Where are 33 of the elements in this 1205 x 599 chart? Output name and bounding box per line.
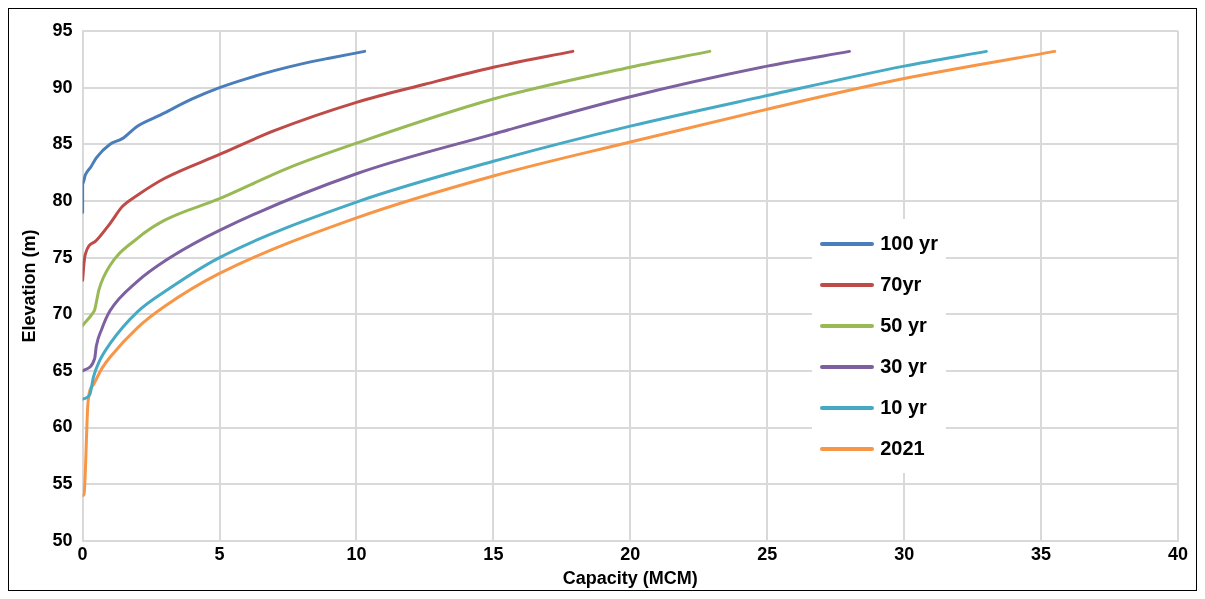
y-axis-title: Elevation (m) — [18, 229, 39, 343]
line-series — [82, 49, 851, 373]
y-tick-label: 80 — [52, 189, 73, 210]
x-tick-label: 10 — [346, 543, 367, 564]
legend-label: 30 yr — [880, 355, 927, 378]
line-series — [82, 49, 1057, 497]
legend-label: 10 yr — [880, 396, 927, 419]
line-series — [82, 49, 988, 401]
legend-label: 2021 — [880, 437, 925, 460]
legend-label: 70yr — [880, 273, 922, 296]
y-tick-label: 95 — [52, 19, 73, 40]
x-tick-label: 0 — [77, 543, 88, 564]
x-tick-label: 15 — [483, 543, 504, 564]
y-tick-label: 85 — [52, 133, 73, 154]
x-tick-label: 40 — [1167, 543, 1189, 564]
x-tick-label: 5 — [214, 543, 225, 564]
legend-label: 50 yr — [880, 314, 927, 337]
x-tick-label: 30 — [894, 543, 915, 564]
y-tick-label: 65 — [52, 359, 73, 380]
x-tick-label: 35 — [1031, 543, 1052, 564]
y-tick-label: 55 — [52, 473, 73, 494]
line-series — [82, 49, 367, 214]
line-series — [82, 49, 575, 282]
y-tick-label: 70 — [52, 303, 73, 324]
x-axis-title: Capacity (MCM) — [562, 568, 698, 589]
y-tick-label: 75 — [52, 246, 73, 267]
y-tick-label: 60 — [52, 416, 73, 437]
y-tick-label: 50 — [52, 529, 73, 550]
x-tick-label: 20 — [620, 543, 641, 564]
y-tick-label: 90 — [52, 76, 73, 97]
legend-label: 100 yr — [880, 232, 938, 255]
x-tick-label: 25 — [757, 543, 778, 564]
line-series — [82, 49, 712, 328]
